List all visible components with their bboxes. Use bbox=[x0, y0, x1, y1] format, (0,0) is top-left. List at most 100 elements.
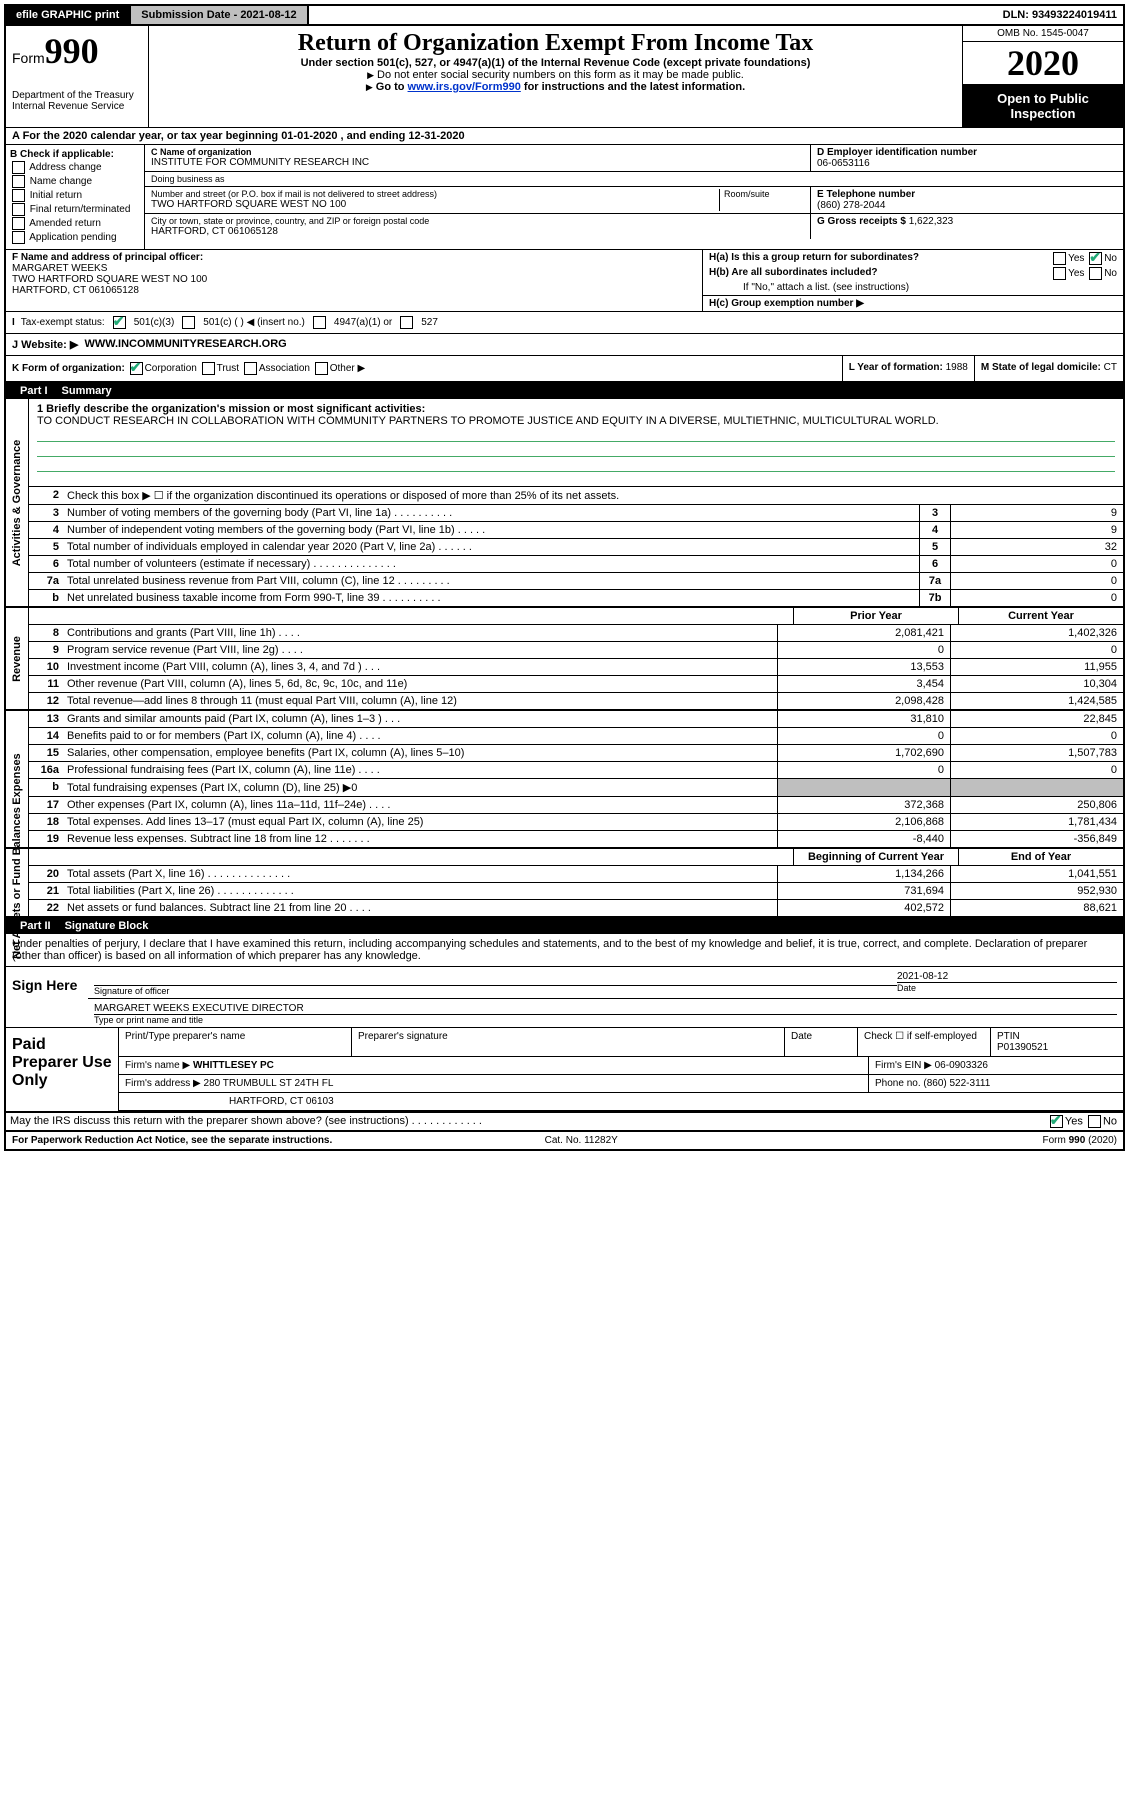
gov-line: 4Number of independent voting members of… bbox=[29, 522, 1123, 539]
data-line: 8Contributions and grants (Part VIII, li… bbox=[29, 625, 1123, 642]
firm-phone: (860) 522-3111 bbox=[923, 1078, 990, 1089]
omb-number: OMB No. 1545-0047 bbox=[963, 26, 1123, 42]
irs-link[interactable]: www.irs.gov/Form990 bbox=[408, 81, 521, 93]
part2-header: Part IISignature Block bbox=[6, 918, 1123, 934]
chk-527[interactable] bbox=[400, 316, 413, 329]
gross-receipts: 1,622,323 bbox=[909, 216, 954, 227]
data-line: 13Grants and similar amounts paid (Part … bbox=[29, 711, 1123, 728]
ha-yes[interactable] bbox=[1053, 252, 1066, 265]
street: TWO HARTFORD SQUARE WEST NO 100 bbox=[151, 199, 719, 210]
tax-year: 2020 bbox=[963, 42, 1123, 85]
firm-addr2: HARTFORD, CT 06103 bbox=[119, 1093, 1123, 1110]
chk-501c[interactable] bbox=[182, 316, 195, 329]
discuss-no[interactable] bbox=[1088, 1115, 1101, 1128]
netassets-section: Net Assets or Fund Balances Beginning of… bbox=[6, 849, 1123, 918]
data-line: 21Total liabilities (Part X, line 26) . … bbox=[29, 883, 1123, 900]
firm-ein: 06-0903326 bbox=[935, 1060, 988, 1071]
gov-line: 7aTotal unrelated business revenue from … bbox=[29, 573, 1123, 590]
subtitle-3: Go to www.irs.gov/Form990 for instructio… bbox=[155, 81, 956, 93]
part1-header: Part ISummary bbox=[6, 383, 1123, 399]
klm-row: K Form of organization: Corporation Trus… bbox=[6, 356, 1123, 383]
data-line: 20Total assets (Part X, line 16) . . . .… bbox=[29, 866, 1123, 883]
checkbox-initial[interactable] bbox=[12, 189, 25, 202]
city-state-zip: HARTFORD, CT 061065128 bbox=[151, 226, 804, 237]
row-a-period: A For the 2020 calendar year, or tax yea… bbox=[6, 128, 1123, 145]
gov-line: 5Total number of individuals employed in… bbox=[29, 539, 1123, 556]
org-name: INSTITUTE FOR COMMUNITY RESEARCH INC bbox=[151, 157, 804, 168]
header: Form990 Department of the Treasury Inter… bbox=[6, 26, 1123, 128]
checkbox-amended[interactable] bbox=[12, 217, 25, 230]
data-line: 19Revenue less expenses. Subtract line 1… bbox=[29, 831, 1123, 847]
section-bcd: B Check if applicable: Address change Na… bbox=[6, 145, 1123, 250]
firm-addr: 280 TRUMBULL ST 24TH FL bbox=[204, 1078, 334, 1089]
sig-date: 2021-08-12 bbox=[897, 971, 1117, 982]
discuss-yes[interactable] bbox=[1050, 1115, 1063, 1128]
efile-button[interactable]: efile GRAPHIC print bbox=[6, 6, 129, 24]
expenses-section: Expenses 13Grants and similar amounts pa… bbox=[6, 711, 1123, 849]
year-formation: 1988 bbox=[946, 362, 968, 373]
hb-yes[interactable] bbox=[1053, 267, 1066, 280]
checkbox-pending[interactable] bbox=[12, 231, 25, 244]
ein: 06-0653116 bbox=[817, 158, 1117, 169]
form-ref: Form 990 (2020) bbox=[1043, 1135, 1117, 1146]
chk-other[interactable] bbox=[315, 362, 328, 375]
subtitle-2: Do not enter social security numbers on … bbox=[155, 69, 956, 81]
checkbox-final[interactable] bbox=[12, 203, 25, 216]
website-url: WWW.INCOMMUNITYRESEARCH.ORG bbox=[84, 338, 286, 351]
box-b: B Check if applicable: Address change Na… bbox=[6, 145, 145, 249]
revenue-section: Revenue Prior YearCurrent Year 8Contribu… bbox=[6, 608, 1123, 711]
data-line: 18Total expenses. Add lines 13–17 (must … bbox=[29, 814, 1123, 831]
officer-name: MARGARET WEEKS bbox=[12, 263, 107, 274]
tax-status-row: I Tax-exempt status: 501(c)(3) 501(c) ( … bbox=[6, 312, 1123, 334]
data-line: 11Other revenue (Part VIII, column (A), … bbox=[29, 676, 1123, 693]
side-netassets: Net Assets or Fund Balances bbox=[11, 807, 23, 959]
governance-section: Activities & Governance 1 Briefly descri… bbox=[6, 399, 1123, 608]
data-line: bTotal fundraising expenses (Part IX, co… bbox=[29, 779, 1123, 797]
gov-line: 3Number of voting members of the governi… bbox=[29, 505, 1123, 522]
data-line: 22Net assets or fund balances. Subtract … bbox=[29, 900, 1123, 916]
officer-name-title: MARGARET WEEKS EXECUTIVE DIRECTOR bbox=[94, 1003, 1117, 1014]
gov-line: bNet unrelated business taxable income f… bbox=[29, 590, 1123, 606]
open-public: Open to Public Inspection bbox=[963, 85, 1123, 127]
mission-block: 1 Briefly describe the organization's mi… bbox=[29, 399, 1123, 487]
website-row: J Website: ▶ WWW.INCOMMUNITYRESEARCH.ORG… bbox=[6, 334, 1123, 356]
dept-treasury: Department of the Treasury bbox=[12, 90, 142, 101]
chk-4947[interactable] bbox=[313, 316, 326, 329]
penalty-statement: Under penalties of perjury, I declare th… bbox=[6, 934, 1123, 967]
ha-no[interactable] bbox=[1089, 252, 1102, 265]
checkbox-name[interactable] bbox=[12, 175, 25, 188]
irs-label: Internal Revenue Service bbox=[12, 101, 142, 112]
side-revenue: Revenue bbox=[11, 636, 23, 682]
firm-name: WHITTLESEY PC bbox=[193, 1060, 274, 1071]
chk-assoc[interactable] bbox=[244, 362, 257, 375]
paid-preparer-row: Paid Preparer Use Only Print/Type prepar… bbox=[6, 1028, 1123, 1113]
legal-domicile: CT bbox=[1104, 362, 1117, 373]
side-expenses: Expenses bbox=[11, 753, 23, 804]
data-line: 15Salaries, other compensation, employee… bbox=[29, 745, 1123, 762]
dln: DLN: 93493224019411 bbox=[997, 7, 1123, 23]
telephone: (860) 278-2044 bbox=[817, 200, 1117, 211]
discuss-row: May the IRS discuss this return with the… bbox=[6, 1113, 1123, 1132]
sign-here-row: Sign Here Signature of officer 2021-08-1… bbox=[6, 967, 1123, 1028]
mission-text: TO CONDUCT RESEARCH IN COLLABORATION WIT… bbox=[37, 415, 1115, 427]
footer: For Paperwork Reduction Act Notice, see … bbox=[6, 1132, 1123, 1149]
section-fgh: F Name and address of principal officer:… bbox=[6, 250, 1123, 312]
gov-line: 2Check this box ▶ ☐ if the organization … bbox=[29, 487, 1123, 505]
ptin: P01390521 bbox=[997, 1042, 1048, 1053]
hb-no[interactable] bbox=[1089, 267, 1102, 280]
form-number: Form990 bbox=[12, 30, 142, 72]
chk-501c3[interactable] bbox=[113, 316, 126, 329]
data-line: 12Total revenue—add lines 8 through 11 (… bbox=[29, 693, 1123, 709]
data-line: 14Benefits paid to or for members (Part … bbox=[29, 728, 1123, 745]
chk-trust[interactable] bbox=[202, 362, 215, 375]
subtitle-1: Under section 501(c), 527, or 4947(a)(1)… bbox=[155, 57, 956, 69]
submission-date: Submission Date - 2021-08-12 bbox=[129, 6, 308, 24]
gov-line: 6Total number of volunteers (estimate if… bbox=[29, 556, 1123, 573]
chk-corp[interactable] bbox=[130, 362, 143, 375]
data-line: 10Investment income (Part VIII, column (… bbox=[29, 659, 1123, 676]
form-title: Return of Organization Exempt From Incom… bbox=[155, 30, 956, 57]
data-line: 17Other expenses (Part IX, column (A), l… bbox=[29, 797, 1123, 814]
data-line: 16aProfessional fundraising fees (Part I… bbox=[29, 762, 1123, 779]
checkbox-addr[interactable] bbox=[12, 161, 25, 174]
form-container: efile GRAPHIC print Submission Date - 20… bbox=[4, 4, 1125, 1151]
